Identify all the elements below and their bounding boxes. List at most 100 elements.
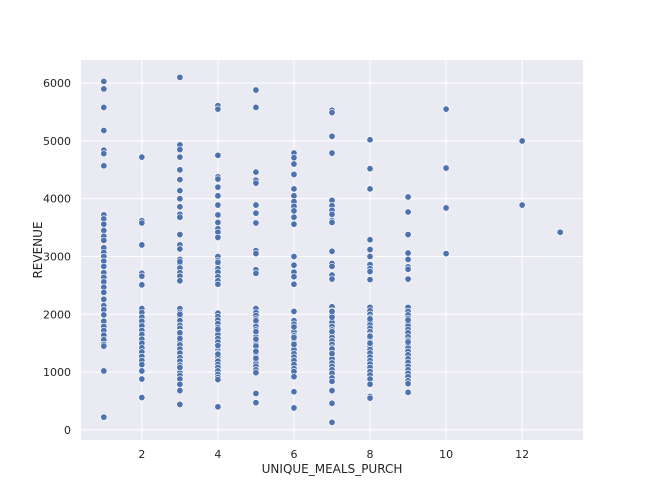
data-point xyxy=(442,204,450,212)
data-point xyxy=(100,226,108,234)
y-axis-label: REVENUE xyxy=(31,221,45,278)
y-tick-label: 2000 xyxy=(43,308,71,321)
data-point xyxy=(100,103,108,111)
data-point xyxy=(328,307,336,315)
data-point xyxy=(214,218,222,226)
data-point xyxy=(176,213,184,221)
data-point xyxy=(100,220,108,228)
x-tick-label: 2 xyxy=(138,448,145,461)
data-point xyxy=(176,166,184,174)
data-point xyxy=(290,307,298,315)
data-point xyxy=(290,170,298,178)
data-point xyxy=(138,394,146,402)
data-point xyxy=(290,333,298,341)
y-tick-label: 4000 xyxy=(43,193,71,206)
data-point xyxy=(100,295,108,303)
data-point xyxy=(366,185,374,193)
data-point xyxy=(328,149,336,157)
data-point xyxy=(100,77,108,85)
data-point xyxy=(138,281,146,289)
data-point xyxy=(100,85,108,93)
data-point xyxy=(252,269,260,277)
x-tick-labels: 2 4 6 8 10 12 xyxy=(138,448,529,461)
y-tick-label: 1000 xyxy=(43,366,71,379)
data-point xyxy=(176,146,184,154)
data-point xyxy=(214,192,222,200)
data-point xyxy=(328,399,336,407)
data-point xyxy=(100,342,108,350)
data-point xyxy=(518,201,526,209)
data-point xyxy=(290,280,298,288)
y-tick-label: 6000 xyxy=(43,77,71,90)
data-point xyxy=(366,380,374,388)
data-point xyxy=(366,276,374,284)
data-point xyxy=(138,241,146,249)
data-point xyxy=(176,187,184,195)
data-point xyxy=(100,288,108,296)
data-point xyxy=(328,377,336,385)
data-point xyxy=(366,236,374,244)
data-point xyxy=(100,150,108,158)
data-point xyxy=(214,350,222,358)
data-point xyxy=(252,219,260,227)
data-point xyxy=(404,316,412,324)
data-point xyxy=(214,175,222,183)
data-point xyxy=(100,127,108,135)
x-tick-label: 8 xyxy=(367,448,374,461)
data-point xyxy=(290,373,298,381)
data-point xyxy=(176,363,184,371)
data-point xyxy=(100,236,108,244)
data-point xyxy=(328,387,336,395)
data-point xyxy=(176,73,184,81)
data-point xyxy=(252,168,260,176)
data-point xyxy=(404,208,412,216)
data-point xyxy=(366,136,374,144)
data-point xyxy=(214,233,222,241)
data-point xyxy=(366,246,374,254)
data-point xyxy=(328,275,336,283)
data-point xyxy=(252,250,260,258)
data-point xyxy=(176,258,184,266)
data-point xyxy=(442,105,450,113)
data-point xyxy=(328,109,336,117)
x-tick-label: 4 xyxy=(214,448,221,461)
data-point xyxy=(328,247,336,255)
data-point xyxy=(252,103,260,111)
data-point xyxy=(176,245,184,253)
y-tick-label: 0 xyxy=(64,424,71,437)
data-point xyxy=(404,388,412,396)
data-point xyxy=(290,253,298,261)
data-point xyxy=(252,369,260,377)
data-point xyxy=(176,231,184,239)
data-point xyxy=(404,275,412,283)
data-point xyxy=(404,249,412,257)
data-point xyxy=(290,213,298,221)
data-point xyxy=(290,160,298,168)
data-point xyxy=(290,404,298,412)
data-point xyxy=(176,310,184,318)
data-point xyxy=(366,315,374,323)
data-point xyxy=(176,195,184,203)
data-point xyxy=(100,413,108,421)
data-point xyxy=(252,354,260,362)
data-point xyxy=(556,228,564,236)
data-point xyxy=(252,389,260,397)
data-point xyxy=(366,332,374,340)
data-point xyxy=(328,418,336,426)
data-point xyxy=(176,153,184,161)
data-point xyxy=(404,265,412,273)
data-point xyxy=(404,193,412,201)
data-point xyxy=(252,399,260,407)
data-point xyxy=(290,185,298,193)
data-point xyxy=(176,277,184,285)
data-point xyxy=(176,387,184,395)
data-point xyxy=(328,350,336,358)
data-point xyxy=(328,262,336,270)
data-point xyxy=(214,280,222,288)
data-point xyxy=(366,339,374,347)
data-point xyxy=(138,367,146,375)
data-point xyxy=(328,132,336,140)
data-point xyxy=(290,192,298,200)
data-point xyxy=(214,183,222,191)
